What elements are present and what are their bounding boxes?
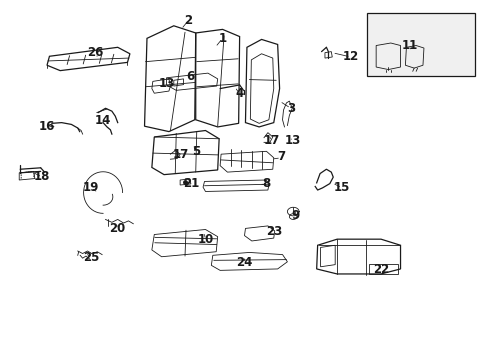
Text: 15: 15 <box>333 181 349 194</box>
Bar <box>366 13 474 76</box>
Text: 10: 10 <box>197 233 213 246</box>
Text: 9: 9 <box>291 210 299 222</box>
Text: 8: 8 <box>262 177 270 190</box>
Text: 2: 2 <box>184 14 192 27</box>
Text: 5: 5 <box>191 145 200 158</box>
Text: 22: 22 <box>372 263 388 276</box>
Text: 24: 24 <box>236 256 252 269</box>
Text: 21: 21 <box>183 177 199 190</box>
Text: 26: 26 <box>87 46 104 59</box>
Text: 20: 20 <box>109 222 125 235</box>
Text: 18: 18 <box>34 170 50 183</box>
Text: 6: 6 <box>186 69 195 82</box>
Text: 3: 3 <box>286 102 294 115</box>
Text: 23: 23 <box>265 225 281 238</box>
Text: 14: 14 <box>95 114 111 127</box>
Text: 7: 7 <box>276 150 285 163</box>
Text: 13: 13 <box>158 77 174 90</box>
Text: 13: 13 <box>285 134 301 147</box>
Text: 25: 25 <box>82 251 99 264</box>
Text: 17: 17 <box>173 148 189 161</box>
Text: 12: 12 <box>342 50 358 63</box>
Text: 19: 19 <box>82 181 99 194</box>
Text: 11: 11 <box>401 39 418 52</box>
Text: 17: 17 <box>263 134 279 147</box>
Text: 4: 4 <box>235 87 243 100</box>
Text: 16: 16 <box>39 120 55 133</box>
Text: 1: 1 <box>218 32 226 45</box>
